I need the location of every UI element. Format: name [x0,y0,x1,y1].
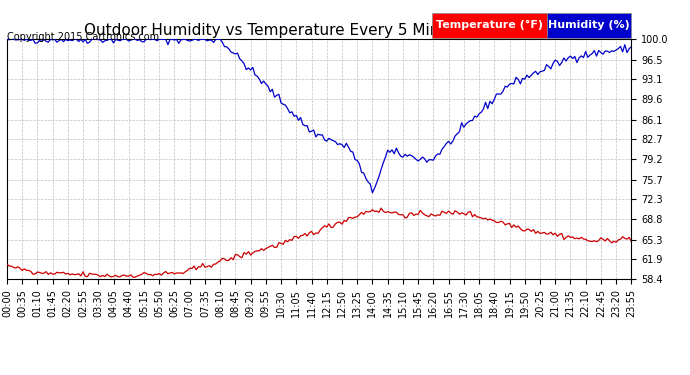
Text: Temperature (°F): Temperature (°F) [436,20,543,30]
Text: Copyright 2015 Cartronics.com: Copyright 2015 Cartronics.com [7,32,159,42]
Title: Outdoor Humidity vs Temperature Every 5 Minutes 20150927: Outdoor Humidity vs Temperature Every 5 … [84,23,554,38]
Text: Humidity (%): Humidity (%) [549,20,630,30]
